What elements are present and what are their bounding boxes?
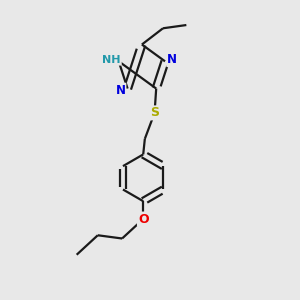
Text: N: N [167, 53, 177, 66]
Text: O: O [138, 212, 148, 226]
Text: N: N [116, 84, 125, 97]
Text: S: S [150, 106, 159, 119]
Text: NH: NH [102, 55, 121, 65]
